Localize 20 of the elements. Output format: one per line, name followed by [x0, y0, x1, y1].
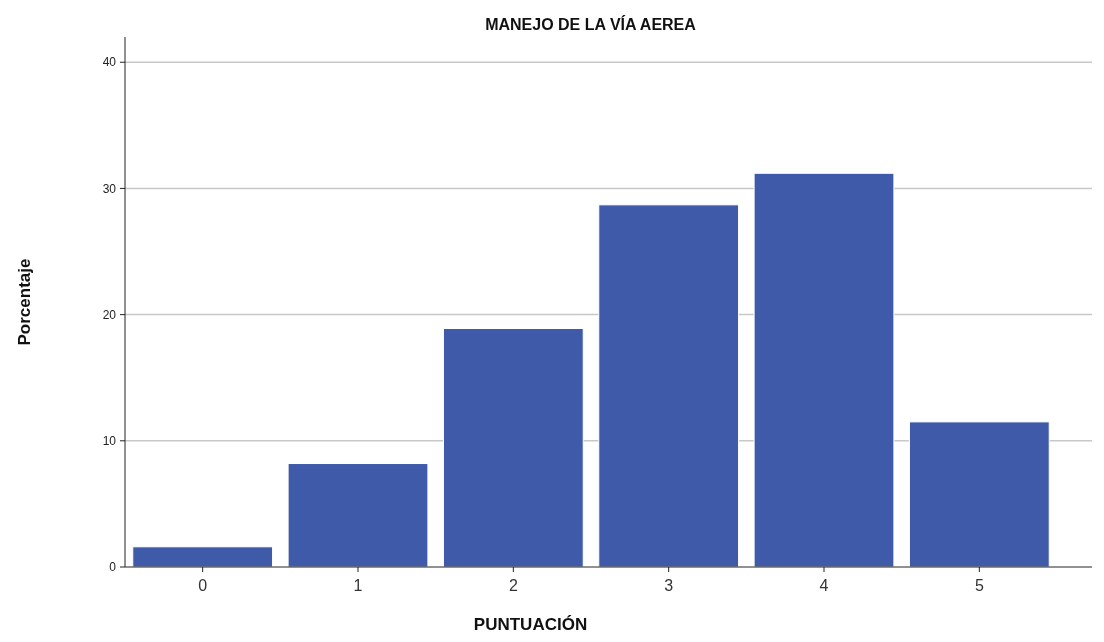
y-tick-label: 30 [102, 181, 117, 196]
x-tick-label: 4 [819, 577, 829, 594]
bar [598, 204, 740, 568]
bar [753, 172, 895, 568]
x-tick-label: 5 [974, 577, 984, 594]
y-axis-title: Porcentaje [15, 258, 34, 346]
x-axis-title: PUNTUACIÓN [473, 615, 588, 634]
bar [287, 463, 429, 568]
bar [132, 546, 274, 568]
bar [442, 328, 584, 568]
bar [908, 421, 1050, 568]
y-tick-label: 20 [102, 307, 117, 322]
y-tick-label: 10 [102, 434, 117, 449]
x-tick-label: 1 [353, 577, 363, 594]
chart-title: MANEJO DE LA VÍA AEREA [485, 15, 697, 33]
x-tick-label: 0 [198, 577, 208, 594]
y-tick-label: 0 [109, 560, 117, 575]
x-tick-label: 2 [508, 577, 518, 594]
x-tick-label: 3 [664, 577, 674, 594]
y-tick-label: 40 [102, 55, 117, 70]
